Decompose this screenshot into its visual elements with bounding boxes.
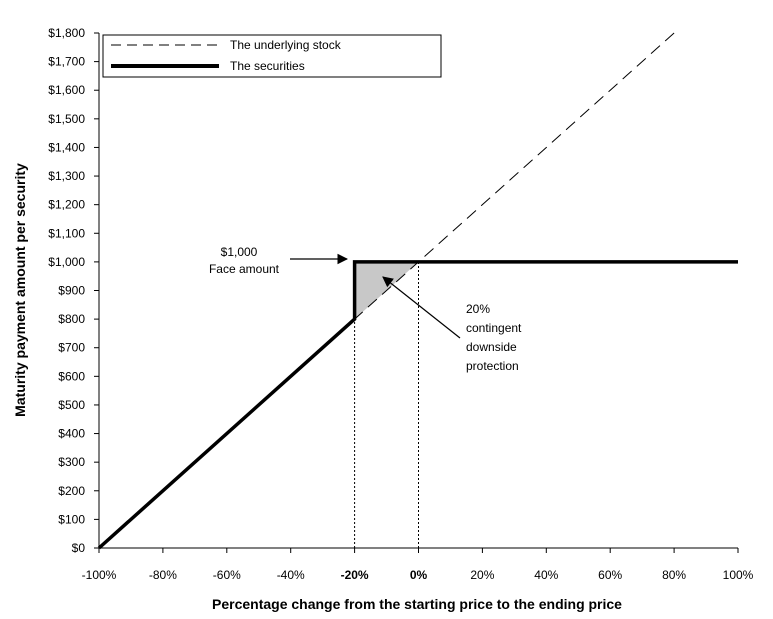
- y-tick-label: $100: [58, 512, 85, 526]
- y-tick-label: $1,200: [48, 198, 85, 212]
- x-tick-label: 100%: [723, 568, 754, 582]
- y-tick-label: $1,000: [48, 255, 85, 269]
- y-tick-label: $700: [58, 341, 85, 355]
- x-tick-label: -40%: [277, 568, 305, 582]
- y-tick-label: $1,100: [48, 226, 85, 240]
- legend-box: [102, 34, 442, 78]
- legend-label-securities: The securities: [230, 59, 305, 73]
- y-tick-label: $600: [58, 369, 85, 383]
- annotation-protection: 20% contingent downside protection: [382, 276, 522, 373]
- x-tick-label: -80%: [149, 568, 177, 582]
- annotation-protection-arrow: [382, 276, 461, 339]
- y-tick-label: $200: [58, 484, 85, 498]
- x-tick-label: -60%: [213, 568, 241, 582]
- x-tick-label: 60%: [598, 568, 622, 582]
- series-line-securities: [97, 260, 738, 550]
- annotation-protection-line4: protection: [466, 359, 519, 373]
- y-tick-label: $900: [58, 284, 85, 298]
- x-tick-label: 40%: [534, 568, 558, 582]
- series-lines: [97, 32, 738, 550]
- y-tick-label: $1,400: [48, 140, 85, 154]
- x-axis-title: Percentage change from the starting pric…: [212, 596, 622, 612]
- y-tick-label: $300: [58, 455, 85, 469]
- annotation-protection-line1: 20%: [466, 302, 490, 316]
- x-tick-label: -20%: [341, 568, 369, 582]
- y-tick-label: $500: [58, 398, 85, 412]
- x-ticks: -100% -80% -60% -40% -20% 0% 20% 40% 60% 80% 100%: [82, 548, 754, 582]
- y-tick-label: $400: [58, 427, 85, 441]
- y-tick-label: $1,500: [48, 112, 85, 126]
- y-tick-label: $1,600: [48, 83, 85, 97]
- annotation-face-label: Face amount: [209, 262, 280, 276]
- x-tick-label: -100%: [82, 568, 117, 582]
- x-tick-label: 80%: [662, 568, 686, 582]
- x-tick-label: 0%: [410, 568, 428, 582]
- annotation-face-value: $1,000: [221, 245, 258, 259]
- y-tick-label: $800: [58, 312, 85, 326]
- legend-label-underlying: The underlying stock: [230, 38, 342, 52]
- legend: The underlying stock The securities: [102, 34, 442, 78]
- annotation-protection-line3: downside: [466, 340, 517, 354]
- y-tick-label: $0: [72, 541, 86, 555]
- series-line-underlying-stock: [98, 32, 675, 549]
- annotation-face-amount: $1,000 Face amount: [209, 245, 349, 276]
- x-tick-label: 20%: [470, 568, 494, 582]
- y-tick-label: $1,700: [48, 55, 85, 69]
- y-tick-label: $1,800: [48, 26, 85, 40]
- y-tick-label: $1,300: [48, 169, 85, 183]
- annotation-protection-line2: contingent: [466, 321, 522, 335]
- y-ticks: $0 $100 $200 $300 $400 $500 $600 $700 $800 $900 $1…: [48, 26, 99, 555]
- y-axis-title: Maturity payment amount per security: [12, 163, 28, 417]
